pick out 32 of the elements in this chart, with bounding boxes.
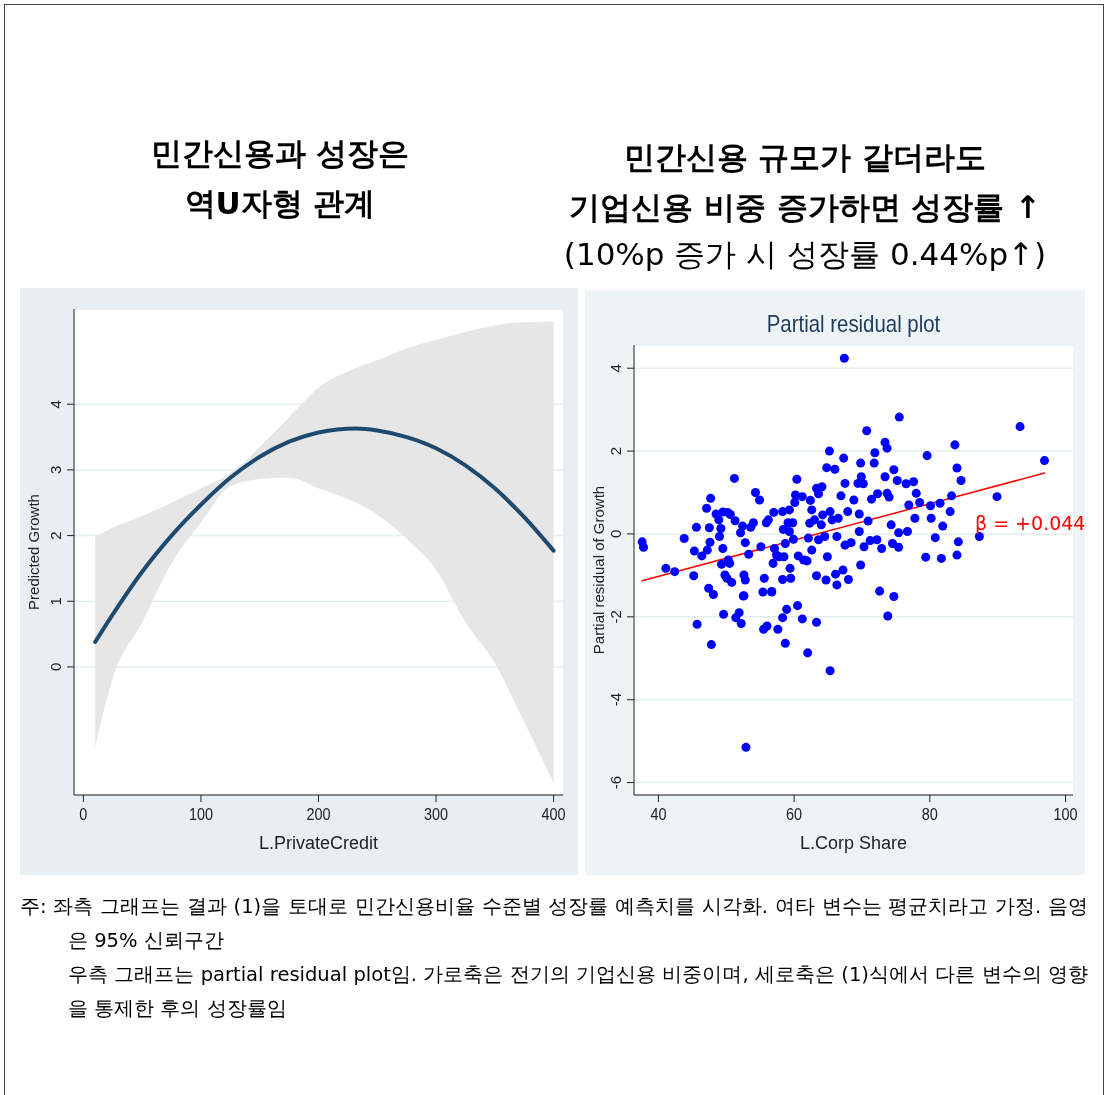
y-axis-title: Partial residual of Growth: [590, 485, 608, 655]
x-tick-label: 300: [424, 804, 449, 824]
x-tick-label: 100: [188, 804, 214, 824]
y-tick-label: 2: [607, 446, 624, 456]
x-tick-label: 200: [306, 804, 331, 824]
x-tick-label: 0: [79, 804, 88, 824]
y-tick-label: -4: [607, 693, 624, 707]
line-series: [93, 426, 556, 644]
y-tick-label: 2: [47, 531, 64, 540]
y-tick-label: 4: [607, 364, 624, 373]
x-tick-label: 100: [1053, 804, 1078, 824]
x-tick-label: 60: [786, 804, 803, 824]
x-tick-label: 400: [541, 804, 566, 824]
y-axis-title: Predicted Growth: [25, 494, 43, 610]
y-tick-label: 0: [607, 529, 624, 539]
y-tick-label: 1: [47, 597, 64, 606]
text: Partial residual plot: [765, 310, 942, 338]
y-tick-label: 0: [47, 662, 64, 672]
x-tick-label: 40: [650, 804, 667, 824]
x-axis-title: L.Corp Share: [799, 833, 908, 853]
y-tick-label: -2: [607, 610, 624, 624]
chart-subtitle: (10%p 증가 시 성장률 0.44%p↑): [562, 235, 1048, 274]
text: 주: 좌측 그래프는 결과 (1)을 토대로 민간신용비율 수준별 성장률 예측치를 시각화. 여타 변수는 평균치라고 가정. 음영은 95% 신뢰구간: [20, 894, 1088, 954]
chart-title: 민간신용과 성장은 역U자형 관계: [149, 134, 411, 223]
text: 우측 그래프는 partial residual plot임. 가로축은 전기의 기업신용 비중이며, 세로축은 (1)식에서 다른 변수의 영향을 통제한 후의 성장률임: [67, 962, 1088, 1022]
y-tick-label: 3: [47, 465, 64, 475]
x-tick-label: 80: [921, 804, 939, 824]
x-axis-title: L.PrivateCredit: [258, 833, 379, 853]
chart-title: 민간신용 규모가 같더라도 기업신용 비중 증가하면 성장률 ↑: [567, 138, 1043, 227]
y-tick-label: 4: [47, 400, 64, 409]
annotation: β = +0.044: [975, 512, 1086, 534]
y-tick-label: -6: [607, 775, 624, 790]
